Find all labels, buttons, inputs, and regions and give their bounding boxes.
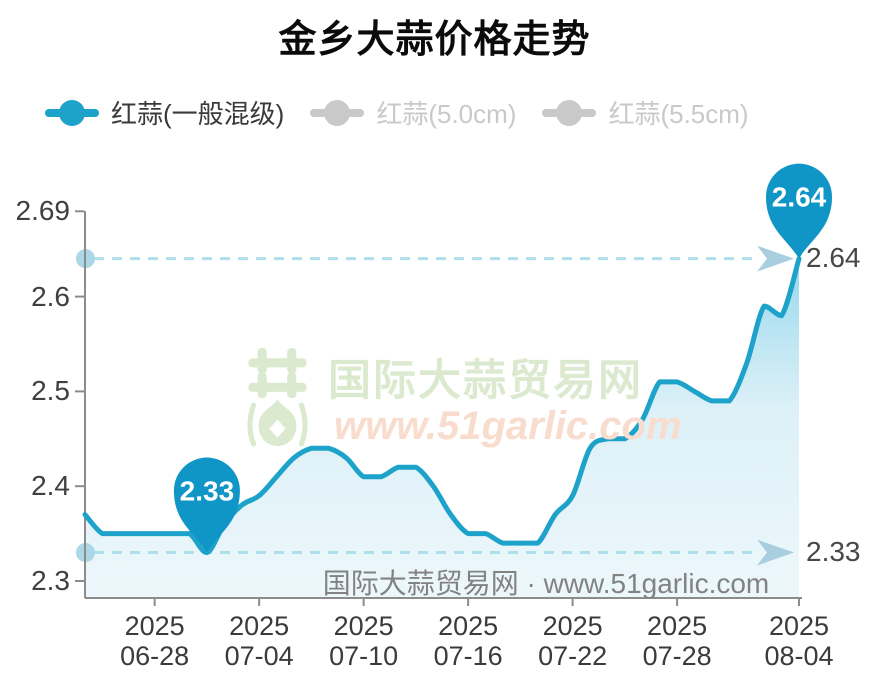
x-tick-label-07-22: 2025 07-22 bbox=[538, 611, 608, 671]
legend-item-1[interactable]: 红蒜(一般混级) bbox=[45, 94, 284, 131]
marker-balloon-label-max: 2.64 bbox=[772, 182, 827, 213]
footer-credit: 国际大蒜贸易网 · www.51garlic.com bbox=[322, 568, 770, 599]
marker-balloon-max[interactable] bbox=[766, 163, 832, 259]
marker-balloon-label-min: 2.33 bbox=[180, 476, 235, 507]
x-tick-label-07-28: 2025 07-28 bbox=[642, 611, 712, 671]
ref-value-label-2.33: 2.33 bbox=[806, 535, 861, 567]
ref-line-arrow-icon bbox=[757, 245, 794, 272]
legend-line-marker-icon bbox=[542, 99, 597, 127]
ref-value-label-2.64: 2.64 bbox=[806, 241, 861, 273]
legend-line-marker-icon bbox=[310, 99, 365, 127]
marker-balloon-min[interactable] bbox=[173, 457, 240, 553]
y-tick-label-2.4: 2.4 bbox=[31, 470, 70, 502]
legend-item-3[interactable]: 红蒜(5.5cm) bbox=[542, 94, 749, 131]
y-tick-label-2.6: 2.6 bbox=[31, 280, 70, 312]
legend-label: 红蒜(5.5cm) bbox=[608, 99, 749, 129]
legend-line-marker-icon bbox=[45, 99, 99, 127]
legend-label: 红蒜(5.0cm) bbox=[376, 99, 517, 129]
chart-title: 金乡大蒜价格走势 bbox=[278, 19, 591, 61]
series-line[interactable] bbox=[82, 256, 802, 556]
x-tick-label-07-10: 2025 07-10 bbox=[329, 611, 399, 671]
series-area bbox=[85, 258, 799, 597]
y-tick-label-2.3: 2.3 bbox=[31, 565, 70, 596]
legend-label: 红蒜(一般混级) bbox=[111, 99, 285, 129]
ref-line-arrow-icon bbox=[757, 539, 794, 566]
y-tick-label-2.5: 2.5 bbox=[31, 375, 70, 407]
x-tick-label-07-16: 2025 07-16 bbox=[433, 611, 503, 671]
x-tick-label-07-04: 2025 07-04 bbox=[224, 611, 294, 671]
x-tick-label-06-28: 2025 06-28 bbox=[120, 611, 190, 671]
y-tick-label-2.69: 2.69 bbox=[15, 195, 71, 227]
x-tick-label-08-04: 2025 08-04 bbox=[764, 611, 834, 671]
legend-item-2[interactable]: 红蒜(5.0cm) bbox=[310, 94, 516, 131]
legend: 红蒜(一般混级) 红蒜(5.0cm) 红蒜(5.5cm) bbox=[45, 94, 749, 131]
